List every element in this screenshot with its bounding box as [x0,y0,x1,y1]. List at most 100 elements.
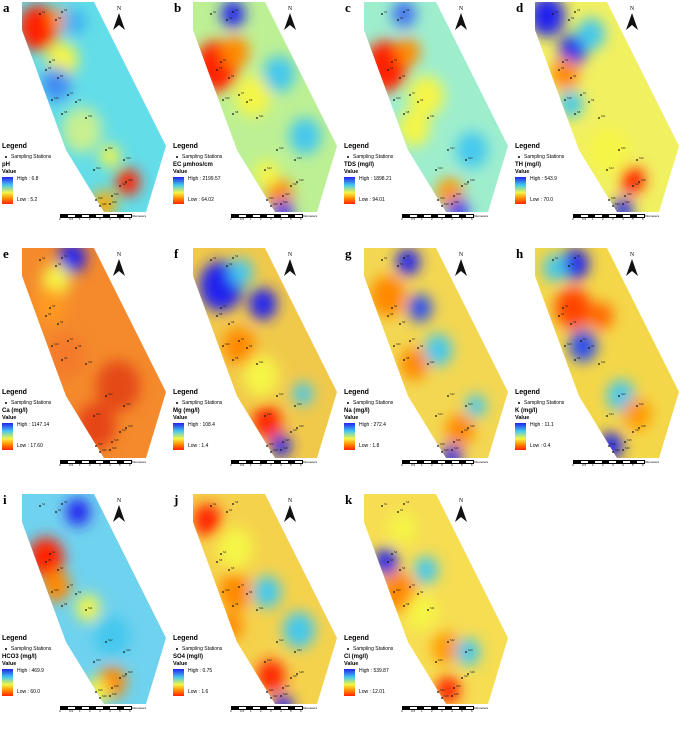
station-dot-icon [176,647,178,650]
sampling-station-marker [256,609,258,611]
north-label: N [116,6,122,12]
legend-value-label: Value [173,169,188,175]
surface-blob [559,90,583,118]
station-id: S3 [406,254,410,258]
sampling-station-marker [294,159,296,161]
station-id: S14 [267,658,272,662]
scale-tick: 0 [59,217,61,221]
surface-blob [62,107,102,153]
sampling-station-marker [618,149,620,151]
sampling-station-marker [123,159,125,161]
sampling-station-marker [119,677,121,679]
surface-blob [589,302,613,330]
scale-tick: 3 [612,217,614,221]
sampling-station-marker [588,347,590,349]
legend: Legend Sampling Stations Ca (mg/l) Value Hig… [2,388,112,450]
scale-tick: 4 [109,463,111,467]
sampling-station-marker [266,691,268,693]
map-panel-k: k S1 S2 S3 S4 S5 S6 S7 S8 S9 S10 S11 S12 S13 S14 S15 S16… [342,492,513,738]
station-id: S18 [641,178,646,182]
sampling-station-marker [558,69,560,71]
scale-tick: 0.5 [240,463,245,467]
sampling-station-marker [246,101,248,103]
legend: Legend Sampling Stations K (mg/l) Value High… [515,388,625,450]
scale-tick: 2 [602,463,604,467]
station-id: S17 [635,182,640,186]
station-id: S1 [384,256,388,260]
surface-blob [58,248,86,275]
legend-value-label: Value [2,169,17,175]
legend-stations-label: Sampling Stations [524,154,565,160]
scale-bar-graphic [60,706,132,710]
station-id: S17 [122,428,127,432]
scale-tick: 4 [451,463,453,467]
station-id: S12 [108,392,113,396]
legend-stations-label: Sampling Stations [524,400,565,406]
surface-blob [22,5,58,51]
legend: Legend Sampling Stations TH (mg/l) Value Hig… [515,142,625,204]
sampling-station-marker [111,441,113,443]
scale-tick: 3 [270,463,272,467]
station-id: S15 [285,192,290,196]
station-id: S8 [235,602,239,606]
station-id: S19 [283,692,288,696]
sampling-station-marker [294,651,296,653]
station-id: S12 [450,392,455,396]
legend-value-label: Value [344,661,359,667]
legend-high: High : 6.8 [17,176,39,182]
surface-blob [263,55,295,93]
scale-tick: 3 [270,217,272,221]
surface-blob [66,498,90,526]
legend-stations: Sampling Stations [515,154,625,161]
station-id: S19 [112,200,117,204]
sampling-station-marker [403,503,405,505]
scale-bar-graphic [60,214,132,218]
station-id: S16 [440,688,445,692]
sampling-station-marker [606,169,608,171]
station-id: S9 [78,98,82,102]
scale-tick: 4 [622,463,624,467]
station-id: S9 [249,98,253,102]
station-id: S4 [565,304,569,308]
sampling-station-marker [266,445,268,447]
color-ramp [2,669,13,696]
legend-ramp-wrap: High : 543.9 Low : 70.0 [515,176,625,204]
legend-high: High : 0.75 [188,668,213,674]
sampling-station-marker [467,673,469,675]
sampling-station-marker [282,687,284,689]
sampling-station-marker [280,449,282,451]
station-id: S10 [396,342,401,346]
legend-title: Legend [515,143,540,150]
sampling-station-marker [451,695,453,697]
scale-tick: 3 [441,463,443,467]
station-id: S18 [470,424,475,428]
sampling-station-marker [210,505,212,507]
sampling-station-marker [51,99,53,101]
station-id: S14 [96,166,101,170]
surface-blob [223,327,255,365]
station-id: S1 [213,256,217,260]
north-arrow: N [454,498,468,524]
sampling-station-marker [437,445,439,447]
surface-blob [408,294,432,322]
surface-blob [406,593,438,631]
sampling-station-marker [397,511,399,513]
surface-blob [446,413,474,447]
legend-ramp-wrap: High : 2199.57 Low : 64.02 [173,176,283,204]
station-id: S3 [406,8,410,12]
station-id: S15 [627,438,632,442]
sampling-station-marker [441,451,443,453]
scale-tick: 0 [230,463,232,467]
scale-tick: 2 [89,709,91,713]
station-id: S19 [112,446,117,450]
map-panel-b: b S1 S2 S3 S4 S5 S6 S7 S8 S9 S10 S11 S12 S13 S14 S15 S16… [171,0,342,246]
scale-tick: 6 [300,217,302,221]
surface-blob [577,17,605,51]
station-id: S6 [402,566,406,570]
sampling-station-marker [105,395,107,397]
station-id: S11 [259,114,264,118]
scale-tick: 4 [451,709,453,713]
map-panel-i: i S1 S2 S3 S4 S5 S6 S7 S8 S9 S10 S11 S12 S13 S14 S15 S16… [0,492,171,738]
north-label: N [116,498,122,504]
